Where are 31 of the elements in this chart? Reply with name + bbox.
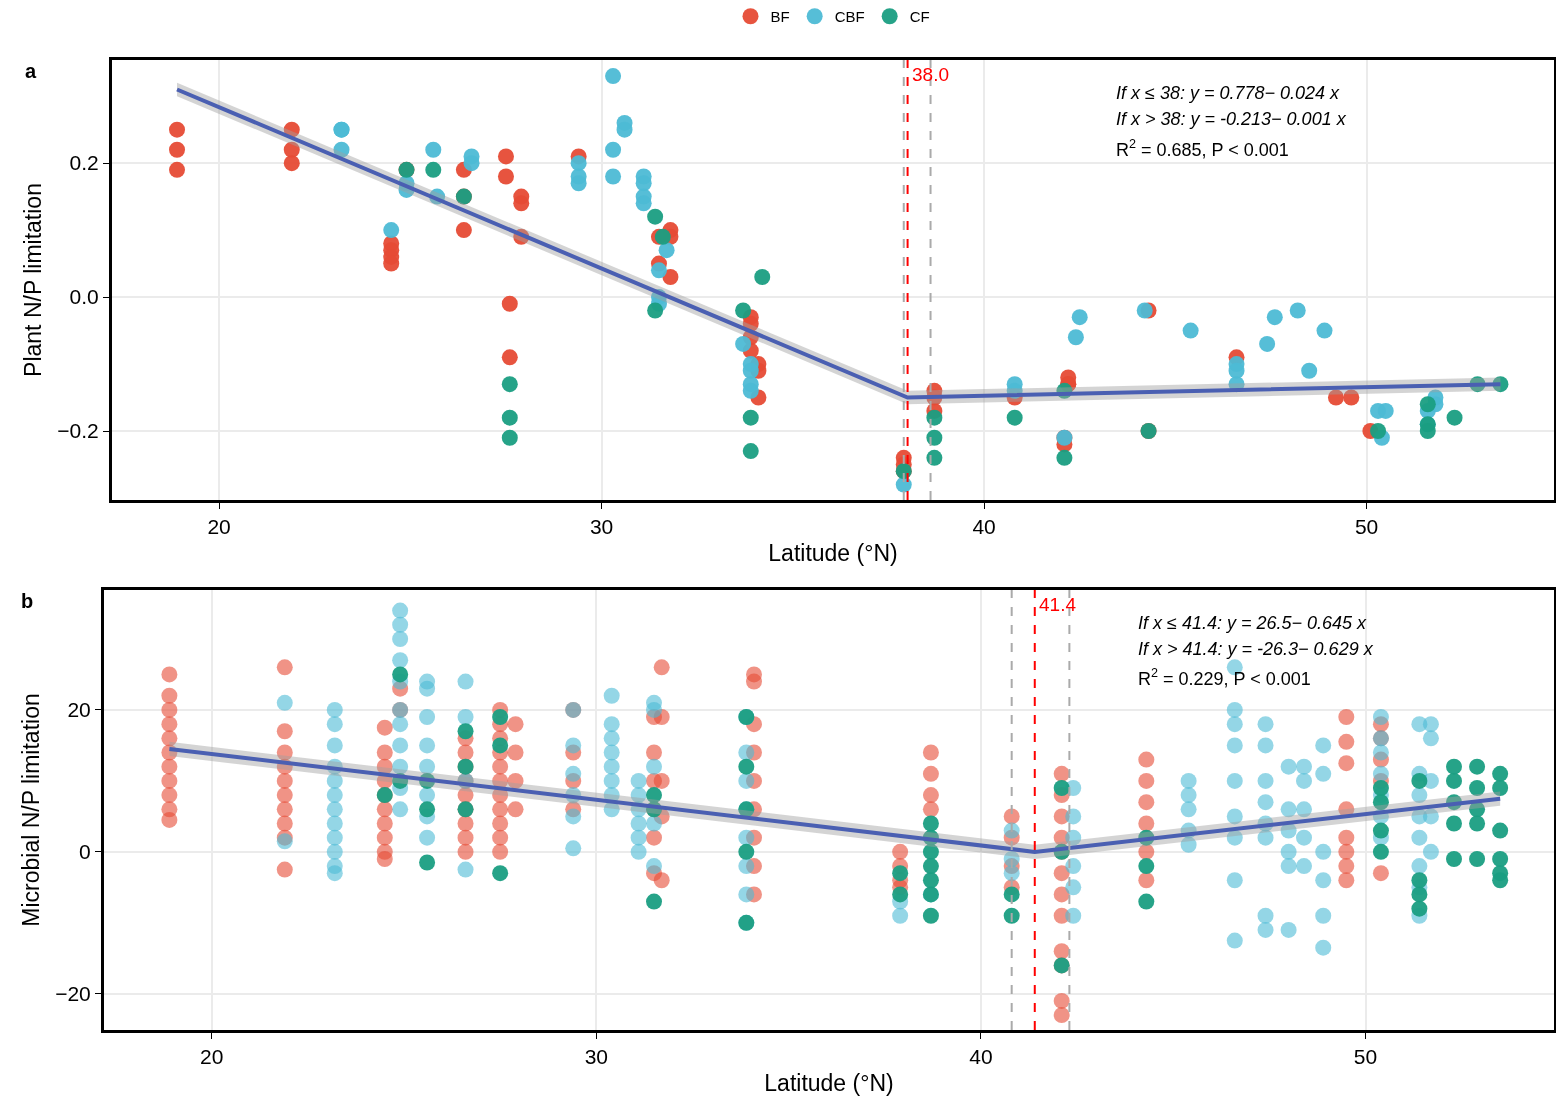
x-tick-label: 40	[972, 515, 996, 539]
y-axis-title: Plant N/P limitation	[19, 183, 46, 377]
annotation: R$^{2}$ = 0.685, P < 0.001	[1116, 137, 1289, 160]
annotation: R$^{2}$ = 0.229, P < 0.001	[1138, 666, 1311, 689]
y-tick-label: 20	[67, 698, 91, 722]
x-axis-title: Latitude (°N)	[764, 1069, 894, 1096]
x-tick-label: 40	[969, 1045, 993, 1069]
y-tick-label: 0.0	[69, 285, 99, 309]
legend-label: BF	[770, 8, 790, 26]
annotation: If x ≤ 41.4: y = 26.5− 0.645 x	[1138, 613, 1368, 633]
x-tick-label: 30	[584, 1045, 608, 1069]
annotation: If x > 38: y = -0.213− 0.001 x	[1116, 109, 1347, 129]
legend-label: CF	[909, 8, 930, 26]
x-tick-label: 30	[589, 515, 614, 539]
y-tick-label: 0.2	[69, 151, 99, 175]
text: b	[21, 590, 34, 612]
annotation: If x ≤ 38: y = 0.778− 0.024 x	[1116, 83, 1341, 103]
x-axis-title: Latitude (°N)	[768, 539, 898, 566]
legend-label: CBF	[834, 8, 865, 26]
x-tick-label: 50	[1354, 515, 1379, 539]
x-tick-label: 20	[200, 1045, 224, 1069]
y-tick-label: −20	[55, 982, 91, 1006]
x-tick-label: 20	[207, 515, 231, 539]
ref-line-label: 38.0	[912, 64, 949, 85]
ref-line-label: 41.4	[1039, 594, 1077, 615]
annotation: If x > 41.4: y = -26.3− 0.629 x	[1138, 639, 1374, 659]
y-axis-title: Microbial N/P limitation	[17, 693, 44, 927]
y-tick-label: 0	[79, 840, 91, 864]
x-tick-label: 50	[1353, 1045, 1378, 1069]
text: a	[25, 60, 37, 82]
y-tick-label: −0.2	[57, 419, 99, 443]
